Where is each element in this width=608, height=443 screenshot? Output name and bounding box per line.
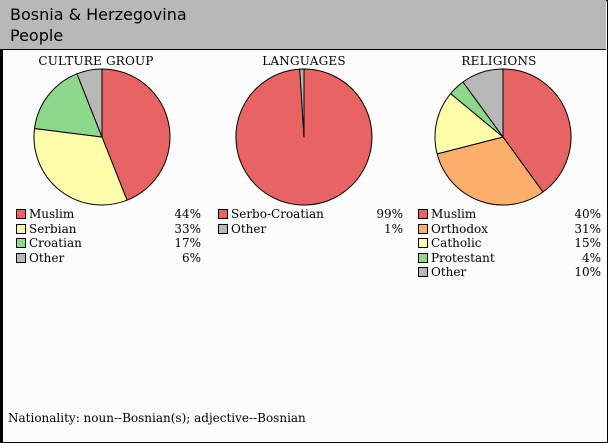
- legend-value: 10%: [574, 265, 601, 279]
- legend-value: 33%: [174, 221, 201, 236]
- pie-slice-catholic: [434, 93, 504, 155]
- legend-value: 17%: [174, 236, 201, 250]
- legend-value: 44%: [174, 207, 201, 221]
- legend-label: Other: [231, 221, 267, 236]
- legend-item-serbo-croatian: Serbo-Croatian 99%: [218, 207, 403, 222]
- legend-swatch: [16, 209, 26, 219]
- legend-item-serbian: Serbian 33%: [16, 222, 201, 237]
- legend-value: 99%: [376, 207, 403, 221]
- legend-item-orthodox: Orthodox 31%: [418, 222, 601, 237]
- languages-legend: Serbo-Croatian 99% Other 1%: [218, 207, 403, 236]
- religions-legend: Muslim 40% Orthodox 31% Catholic 15% Protestan…: [418, 207, 601, 280]
- header-bar: Bosnia & Herzegovina People: [0, 0, 606, 50]
- legend-value: 1%: [383, 221, 403, 236]
- pie-slice-orthodox: [436, 136, 544, 206]
- pie-slice-muslim: [502, 68, 572, 193]
- legend-swatch: [218, 223, 228, 234]
- languages-pie: [235, 68, 373, 206]
- pie-slice-croatian: [34, 73, 103, 138]
- legend-label: Orthodox: [431, 221, 489, 236]
- page-subtitle: People: [10, 26, 64, 45]
- legend-label: Muslim: [431, 207, 477, 221]
- legend-item-muslim: Muslim 44%: [16, 207, 201, 222]
- pie-slice-other: [462, 68, 504, 138]
- legend-label: Croatian: [29, 236, 82, 250]
- legend-item-catholic: Catholic 15%: [418, 236, 601, 251]
- nationality-note: Nationality: noun--Bosnian(s); adjective…: [8, 411, 306, 425]
- pie-slice-serbian: [33, 127, 128, 206]
- legend-swatch: [218, 209, 228, 219]
- legend-label: Protestant: [431, 250, 495, 265]
- legend-item-protestant: Protestant 4%: [418, 251, 601, 266]
- pie-slice-other: [299, 68, 305, 138]
- pie-slice-other: [76, 68, 103, 138]
- legend-value: 4%: [581, 250, 601, 265]
- culture-group-title: CULTURE GROUP: [38, 54, 154, 68]
- legend-swatch: [16, 223, 26, 234]
- legend-item-other: Other 10%: [418, 265, 601, 280]
- culture-group-legend: Muslim 44% Serbian 33% Croatian 17% Other 6%: [16, 207, 201, 265]
- legend-item-croatian: Croatian 17%: [16, 236, 201, 251]
- left-border: [0, 0, 3, 443]
- legend-swatch: [16, 238, 26, 248]
- legend-value: 31%: [574, 221, 601, 236]
- religions-title: RELIGIONS: [461, 54, 537, 68]
- legend-swatch: [418, 223, 428, 234]
- legend-label: Other: [29, 250, 65, 265]
- legend-item-other: Other 6%: [16, 251, 201, 266]
- legend-item-muslim: Muslim 40%: [418, 207, 601, 222]
- legend-label: Serbo-Croatian: [231, 207, 324, 221]
- page-title: Bosnia & Herzegovina: [10, 5, 187, 24]
- legend-item-other: Other 1%: [218, 222, 403, 237]
- legend-label: Other: [431, 265, 467, 279]
- legend-swatch: [16, 252, 26, 263]
- culture-group-pie: [33, 68, 171, 206]
- legend-label: Serbian: [29, 221, 77, 236]
- legend-label: Muslim: [29, 207, 75, 221]
- legend-value: 40%: [574, 207, 601, 221]
- legend-swatch: [418, 252, 428, 263]
- religions-pie: [434, 68, 572, 206]
- pie-slice-muslim: [101, 68, 171, 201]
- legend-swatch: [418, 238, 428, 248]
- legend-swatch: [418, 267, 428, 277]
- legend-swatch: [418, 209, 428, 219]
- languages-title: LANGUAGES: [262, 54, 346, 68]
- legend-value: 15%: [574, 236, 601, 250]
- legend-label: Catholic: [431, 236, 482, 250]
- legend-value: 6%: [181, 250, 201, 265]
